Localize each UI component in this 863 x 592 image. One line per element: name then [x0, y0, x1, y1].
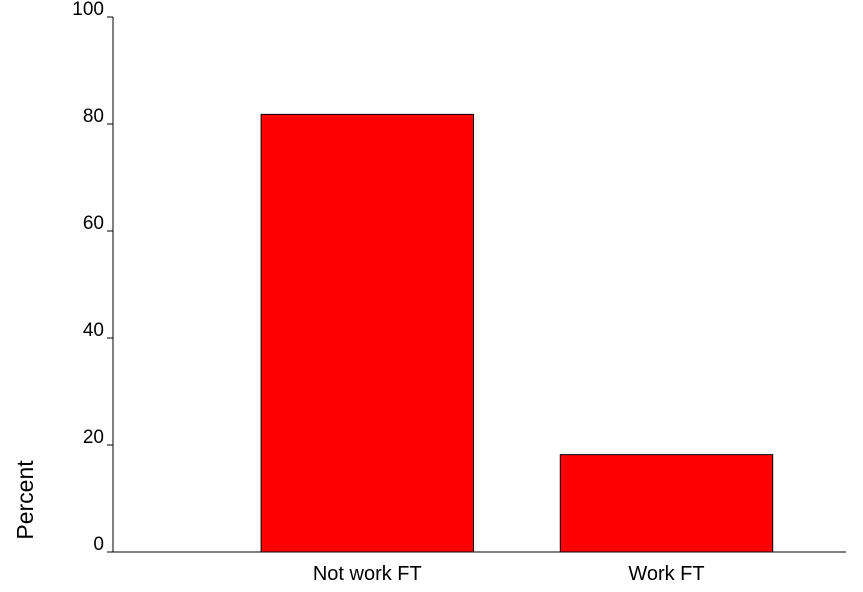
- y-tick-label: 40: [83, 320, 104, 341]
- x-category-label: Work FT: [628, 563, 704, 585]
- y-axis-ticks: 0 20 40 60 80 100: [72, 0, 113, 555]
- bar-not-work-ft: [260, 113, 475, 553]
- bar-work-ft: [559, 454, 774, 553]
- x-category-label: Not work FT: [313, 563, 422, 585]
- x-axis-labels: Not work FT Work FT: [313, 563, 705, 585]
- y-axis-label: Percent: [12, 460, 38, 540]
- y-tick-label: 60: [83, 213, 104, 234]
- y-tick-label: 100: [72, 0, 104, 20]
- y-tick-label: 20: [83, 427, 104, 448]
- bars: [260, 113, 774, 553]
- y-tick-label: 0: [93, 534, 104, 555]
- y-tick-label: 80: [83, 106, 104, 127]
